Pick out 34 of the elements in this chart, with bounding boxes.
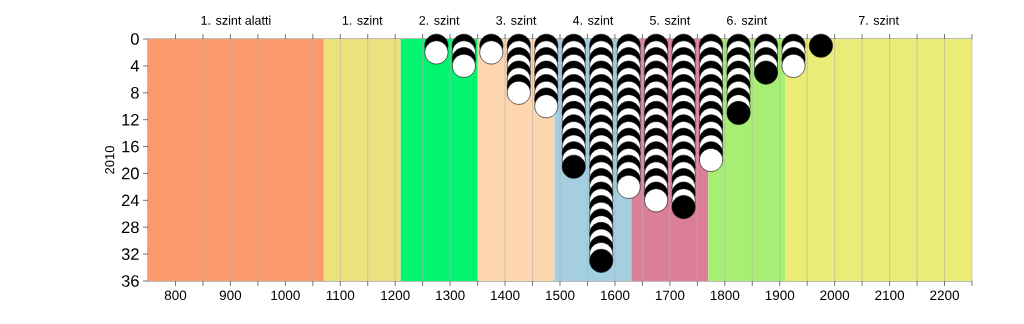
x-tick-label: 1800 [710,290,740,301]
x-tick-label: 1400 [491,290,520,301]
y-tick-label: 36 [121,275,139,287]
y-tick-label: 4 [130,60,139,72]
x-tick-label: 2100 [875,290,905,301]
band-label: 4. szint [572,15,614,25]
x-tick-label: 1200 [381,290,410,301]
x-tick-label: 1500 [546,290,575,301]
x-tick-label: 1600 [600,290,630,301]
band-label: 1. szint [342,15,383,25]
band-label: 7. szint [858,15,899,25]
x-tick-label: 900 [219,290,242,301]
x-tick-label: 1300 [436,290,465,301]
y-tick-label: 20 [121,167,139,180]
x-tick-label: 1000 [271,290,300,301]
y-tick-label: 16 [122,140,139,153]
x-tick-label: 800 [164,290,187,301]
band-label: 6. szint [727,15,768,25]
y-tick-label: 24 [121,194,139,207]
band-label: 3. szint [496,15,537,25]
y-axis-title: 2010 [105,146,115,174]
x-tick-label: 2200 [930,290,960,301]
x-tick-label: 1700 [655,290,685,301]
x-tick-label: 1100 [326,290,355,301]
band-label: 5. szint [650,15,691,25]
y-tick-label: 8 [131,86,139,99]
y-tick-label: 0 [130,33,139,45]
y-tick-label: 28 [121,221,139,234]
x-tick-label: 1900 [765,290,795,301]
band-label: 2. szint [419,15,460,25]
x-tick-label: 2000 [820,290,850,301]
y-tick-label: 32 [121,248,139,260]
band-label: 1. szint alatti [201,15,271,25]
y-tick-label: 12 [122,113,139,126]
